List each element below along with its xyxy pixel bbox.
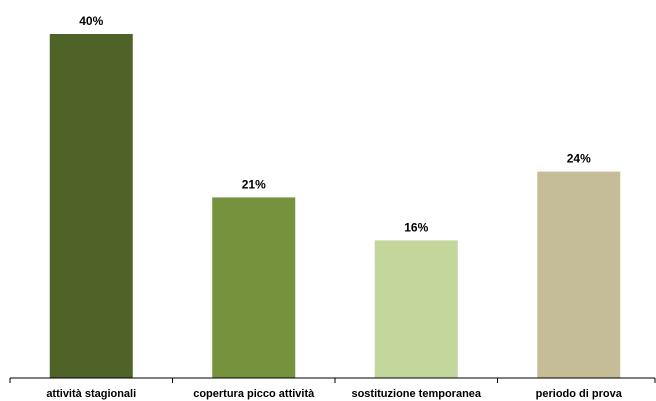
bar-4 [537,171,621,378]
category-label-4: periodo di prova [536,388,623,400]
bars-group [49,34,621,378]
x-axis [9,377,656,383]
category-label-1: attività stagionali [46,388,136,400]
data-label-1: 40% [79,14,103,28]
bar-1 [49,34,133,378]
data-label-4: 24% [567,152,591,166]
data-label-3: 16% [404,220,428,234]
bar-3 [374,240,458,378]
labels-group: 40% attività stagionali 21% copertura picco… [46,14,622,400]
category-label-2: copertura picco attività [193,388,315,400]
data-label-2: 21% [242,177,266,191]
bar-2 [212,197,296,378]
category-label-3: sostituzione temporanea [351,388,481,400]
